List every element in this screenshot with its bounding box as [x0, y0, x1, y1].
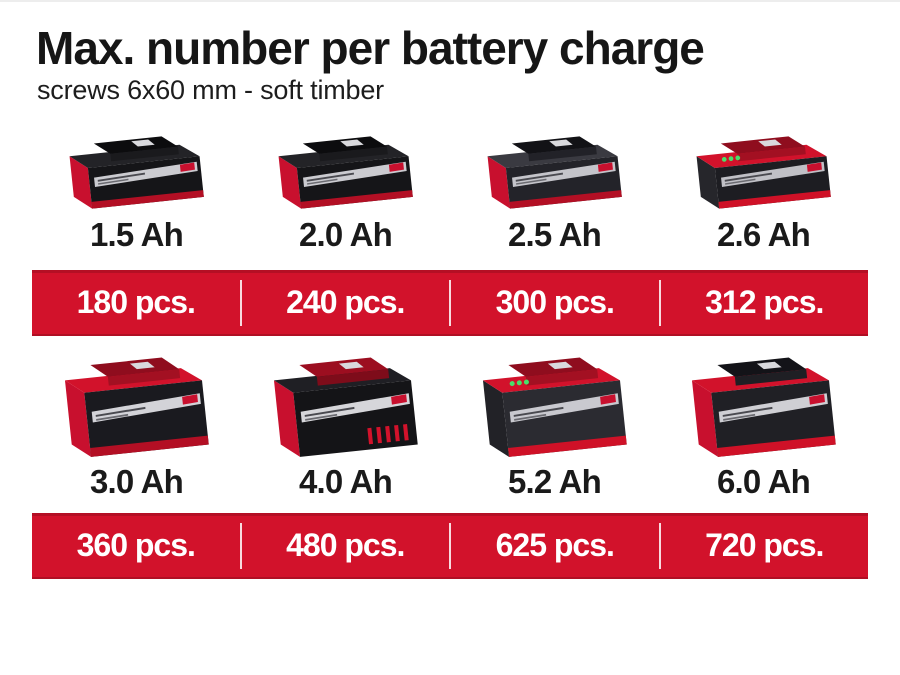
pieces-value: 480 pcs. [286, 527, 405, 564]
battery-image-wrap [272, 125, 420, 211]
battery-3-0ah-icon [63, 353, 209, 459]
battery-6-0ah-icon [690, 353, 836, 459]
battery-column: 3.0 Ah [32, 336, 241, 501]
content-area: Max. number per battery charge screws 6x… [0, 2, 900, 579]
battery-2-5ah-icon [485, 132, 622, 211]
battery-column: 5.2 Ah [450, 336, 659, 501]
battery-column: 6.0 Ah [659, 336, 868, 501]
battery-capacity-label: 6.0 Ah [716, 462, 811, 500]
band-divider [449, 522, 451, 569]
pieces-value: 625 pcs. [495, 527, 615, 564]
pieces-value: 312 pcs. [705, 284, 824, 321]
pieces-value: 360 pcs. [76, 527, 196, 564]
pieces-value: 240 pcs. [286, 284, 405, 321]
battery-capacity-label: 1.5 Ah [89, 215, 184, 253]
battery-image-wrap [63, 125, 211, 211]
battery-capacity-label: 2.6 Ah [716, 215, 811, 253]
battery-image-wrap [690, 125, 838, 211]
pieces-value: 720 pcs. [705, 527, 824, 564]
battery-column: 4.0 Ah [241, 336, 450, 501]
battery-column: 1.5 Ah [32, 107, 241, 254]
battery-column: 2.0 Ah [241, 107, 450, 254]
page-title: Max. number per battery charge [36, 22, 705, 74]
pieces-value: 180 pcs. [76, 284, 196, 321]
band-divider [658, 522, 661, 569]
battery-column: 2.6 Ah [659, 107, 868, 254]
battery-image-wrap [59, 353, 215, 459]
pieces-value: 300 pcs. [495, 284, 615, 321]
battery-image-wrap [477, 353, 633, 459]
battery-row-2: 3.0 Ah 4.0 Ah 5.2 Ah 6.0 Ah [32, 336, 868, 501]
battery-5-2ah-icon [481, 353, 627, 459]
battery-capacity-label: 4.0 Ah [298, 462, 393, 500]
battery-4-0ah-icon [272, 353, 418, 459]
battery-column: 2.5 Ah [450, 107, 659, 254]
band-divider [239, 522, 242, 569]
battery-capacity-label: 3.0 Ah [89, 462, 184, 500]
battery-capacity-label: 5.2 Ah [507, 462, 602, 500]
battery-2-6ah-icon [694, 132, 831, 211]
battery-capacity-label: 2.5 Ah [507, 215, 602, 253]
band-divider [449, 279, 451, 326]
band-divider [658, 279, 661, 326]
pieces-band-1: 180 pcs. 240 pcs. 300 pcs. 312 pcs. [32, 269, 868, 336]
page-subtitle: screws 6x60 mm - soft timber [37, 75, 384, 106]
battery-image-wrap [686, 353, 842, 459]
battery-capacity-label: 2.0 Ah [298, 215, 393, 253]
battery-image-wrap [268, 353, 424, 459]
battery-row-1: 1.5 Ah 2.0 Ah 2.5 Ah 2.6 Ah [32, 107, 868, 254]
band-divider [239, 279, 242, 326]
battery-image-wrap [481, 125, 629, 211]
battery-2-0ah-icon [276, 132, 413, 211]
battery-1-5ah-icon [67, 132, 204, 211]
pieces-band-2: 360 pcs. 480 pcs. 625 pcs. 720 pcs. [32, 512, 868, 579]
